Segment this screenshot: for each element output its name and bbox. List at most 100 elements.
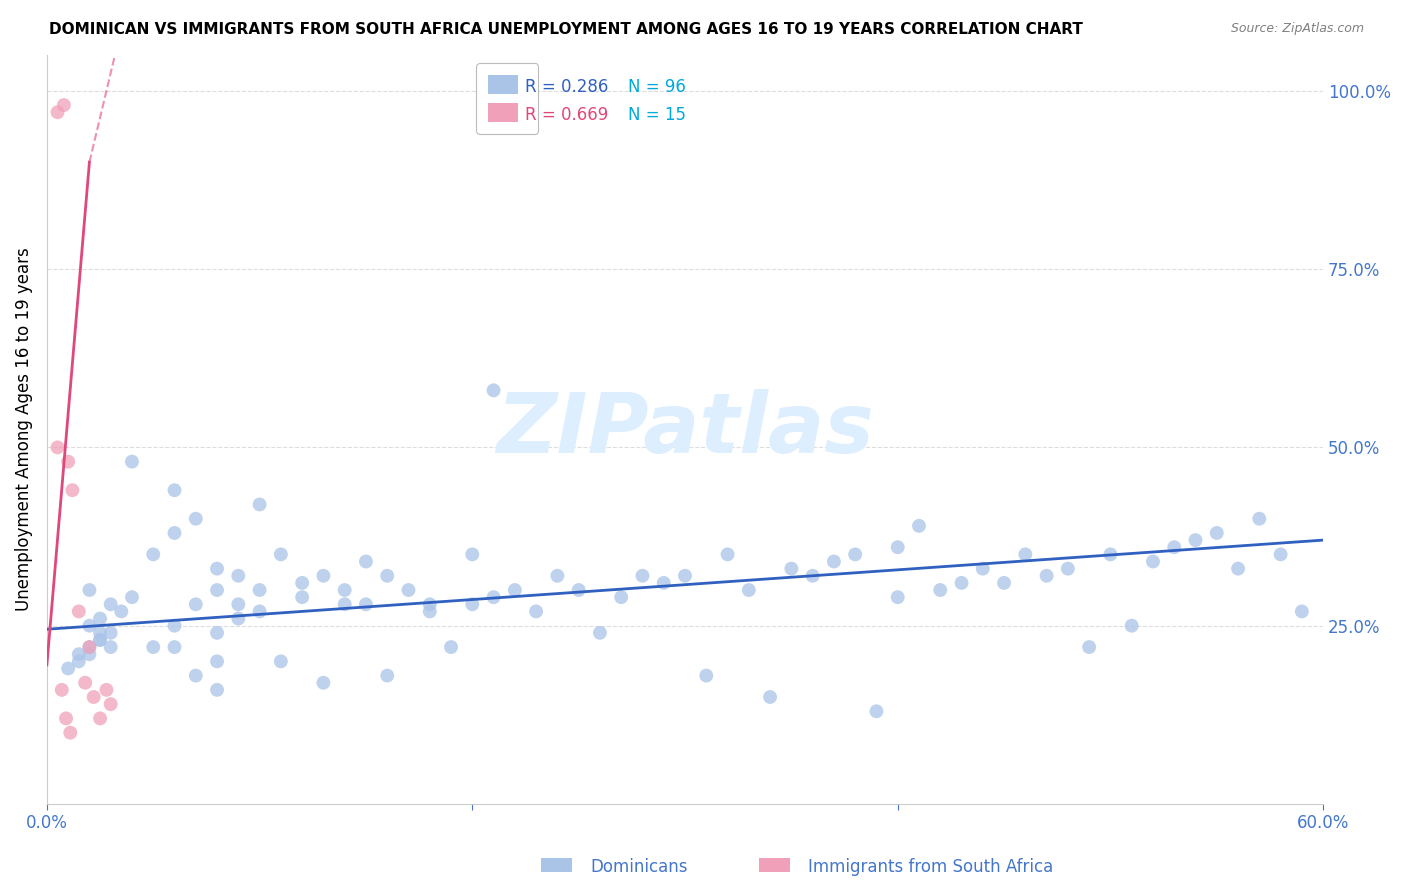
Point — [1184, 533, 1206, 547]
Point — [56, 455, 79, 469]
Point — [503, 582, 526, 597]
Point — [929, 582, 952, 597]
Point — [205, 682, 228, 697]
Point — [461, 547, 484, 561]
Point — [184, 668, 207, 682]
Point — [461, 597, 484, 611]
Point — [79, 640, 101, 654]
Point — [55, 711, 77, 725]
Point — [249, 498, 271, 512]
Point — [89, 611, 111, 625]
Point — [205, 625, 228, 640]
Point — [631, 568, 654, 582]
Point — [291, 575, 314, 590]
Point — [972, 561, 994, 575]
Point — [333, 582, 356, 597]
Point — [312, 675, 335, 690]
Point — [89, 632, 111, 647]
Point — [1205, 526, 1227, 541]
Point — [142, 547, 165, 561]
Point — [589, 625, 612, 640]
Point — [950, 575, 973, 590]
Point — [1291, 604, 1313, 618]
Point — [79, 618, 101, 632]
Text: DOMINICAN VS IMMIGRANTS FROM SOUTH AFRICA UNEMPLOYMENT AMONG AGES 16 TO 19 YEARS: DOMINICAN VS IMMIGRANTS FROM SOUTH AFRIC… — [49, 22, 1083, 37]
Point — [652, 575, 675, 590]
Point — [716, 547, 738, 561]
Point — [993, 575, 1015, 590]
Text: R = 0.669: R = 0.669 — [526, 106, 609, 124]
Point — [1270, 547, 1292, 561]
Point — [184, 597, 207, 611]
Point — [524, 604, 547, 618]
Legend: , : , — [477, 63, 538, 134]
Point — [89, 632, 111, 647]
Point — [100, 697, 122, 711]
Point — [398, 582, 420, 597]
Point — [163, 640, 186, 654]
Point — [419, 597, 441, 611]
Point — [865, 704, 887, 718]
Point — [110, 604, 132, 618]
Point — [228, 611, 250, 625]
Point — [610, 590, 633, 604]
Point — [738, 582, 761, 597]
Point — [163, 618, 186, 632]
Point — [1227, 561, 1250, 575]
Point — [568, 582, 591, 597]
Point — [375, 568, 398, 582]
Point — [249, 604, 271, 618]
Point — [56, 661, 79, 675]
Point — [1121, 618, 1143, 632]
Point — [75, 675, 97, 690]
Point — [89, 625, 111, 640]
Point — [354, 554, 377, 568]
Point — [759, 690, 782, 704]
Point — [67, 647, 90, 661]
Point — [886, 590, 908, 604]
Point — [270, 547, 292, 561]
Point — [249, 582, 271, 597]
Point — [79, 647, 101, 661]
Point — [100, 640, 122, 654]
Point — [375, 668, 398, 682]
Point — [1249, 512, 1271, 526]
Text: Source: ZipAtlas.com: Source: ZipAtlas.com — [1230, 22, 1364, 36]
Point — [89, 711, 111, 725]
Point — [1014, 547, 1036, 561]
Point — [1142, 554, 1164, 568]
Point — [546, 568, 568, 582]
Point — [205, 582, 228, 597]
Point — [844, 547, 866, 561]
Text: R = 0.286: R = 0.286 — [526, 78, 609, 95]
Point — [1035, 568, 1057, 582]
Point — [780, 561, 803, 575]
Point — [823, 554, 845, 568]
Point — [67, 604, 90, 618]
Point — [121, 590, 143, 604]
Point — [100, 597, 122, 611]
Point — [228, 597, 250, 611]
Point — [52, 98, 75, 112]
Point — [62, 483, 84, 498]
Point — [482, 590, 505, 604]
Point — [121, 455, 143, 469]
Point — [67, 654, 90, 668]
Point — [1057, 561, 1080, 575]
Point — [59, 725, 82, 739]
Point — [270, 654, 292, 668]
Point — [79, 582, 101, 597]
Point — [79, 640, 101, 654]
Point — [184, 512, 207, 526]
Point — [419, 604, 441, 618]
Point — [51, 682, 73, 697]
Point — [908, 519, 931, 533]
Text: Immigrants from South Africa: Immigrants from South Africa — [808, 858, 1053, 876]
Text: Dominicans: Dominicans — [591, 858, 688, 876]
Text: N = 15: N = 15 — [627, 106, 686, 124]
Point — [695, 668, 717, 682]
Point — [482, 384, 505, 398]
Point — [96, 682, 118, 697]
Point — [100, 625, 122, 640]
Point — [801, 568, 824, 582]
